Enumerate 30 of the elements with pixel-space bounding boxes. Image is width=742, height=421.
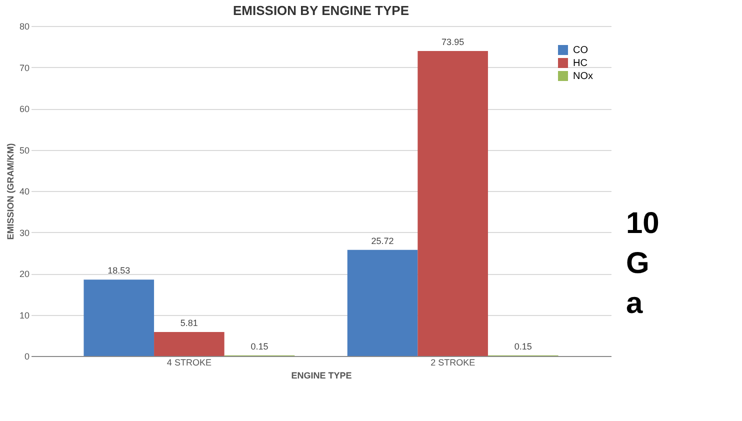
- text: G: [626, 247, 650, 280]
- data-label: 73.95: [442, 36, 464, 47]
- text: a: [626, 287, 643, 320]
- data-label: 0.15: [514, 341, 532, 352]
- y-tick-label: 40: [19, 186, 30, 196]
- legend-label: NOx: [573, 71, 593, 82]
- y-tick-label: 10: [19, 310, 30, 320]
- y-tick-label: 30: [19, 228, 30, 238]
- bar: [154, 332, 224, 356]
- data-label: 25.72: [371, 236, 394, 246]
- data-label: 18.53: [108, 266, 130, 276]
- y-tick-label: 80: [19, 22, 30, 32]
- legend-label: CO: [573, 45, 588, 56]
- x-tick-label: 4 STROKE: [166, 358, 212, 368]
- bar: [347, 250, 418, 356]
- data-label: 5.81: [180, 318, 198, 328]
- x-tick-label: 2 STROKE: [430, 358, 476, 368]
- data-label: 0.15: [250, 341, 268, 352]
- bar: [84, 280, 154, 356]
- chart-title: EMISSION BY ENGINE TYPE: [232, 3, 410, 18]
- y-tick-label: 60: [19, 104, 30, 114]
- y-axis-title: EMISSION (GRAM/KM): [5, 143, 16, 240]
- legend-label: HC: [573, 58, 588, 69]
- text: 10: [626, 207, 660, 240]
- y-tick-label: 50: [19, 145, 30, 156]
- y-tick-label: 20: [19, 269, 30, 279]
- bar: [418, 50, 488, 356]
- x-axis-title: ENGINE TYPE: [291, 370, 352, 380]
- y-tick-label: 0: [24, 352, 30, 362]
- y-tick-label: 70: [19, 62, 30, 73]
